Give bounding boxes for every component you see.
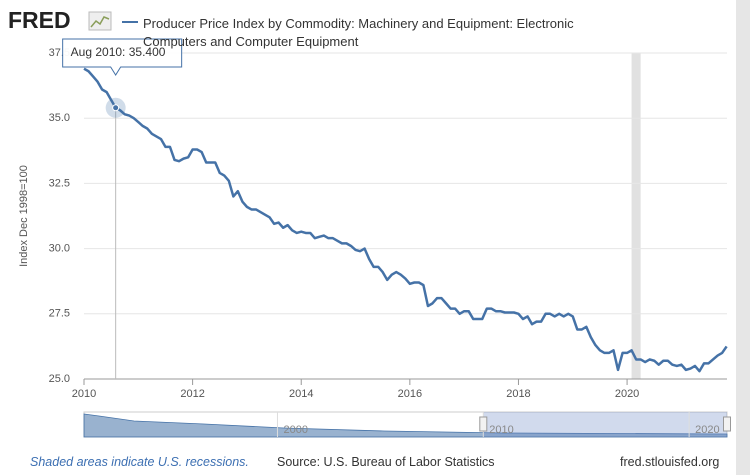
series-line [83, 67, 728, 373]
navigator-tick-label: 2020 [695, 424, 719, 436]
navigator-tick-label: 2000 [283, 424, 307, 436]
logo: FRED [8, 7, 71, 33]
navigator-selection [483, 412, 727, 437]
tooltip-box [62, 38, 183, 76]
y-tick-label: 25.0 [49, 373, 70, 385]
y-tick-label: 27.5 [49, 308, 70, 320]
x-tick-label: 2012 [180, 388, 204, 400]
y-tick-label: 35.0 [49, 112, 70, 124]
x-tick-label: 2014 [289, 388, 313, 400]
recession-band [631, 53, 641, 379]
y-tick-label: 30.0 [49, 243, 70, 255]
side-strip [736, 0, 750, 475]
site: fred.stlouisfed.org [620, 455, 720, 469]
source: Source: U.S. Bureau of Labor Statistics [277, 455, 495, 469]
x-tick-label: 2010 [72, 388, 96, 400]
x-tick-label: 2020 [615, 388, 639, 400]
navigator-tick-label: 2010 [489, 424, 513, 436]
recession-note: Shaded areas indicate U.S. recessions. [30, 455, 249, 469]
x-tick-label: 2016 [398, 388, 422, 400]
tooltip-date: Aug 2010 [71, 45, 123, 59]
separator: : [122, 45, 129, 59]
hover-point [112, 104, 120, 112]
tooltip-text: Aug 2010: 35.400 [71, 45, 166, 59]
plot-background [84, 53, 727, 379]
navigator-handle [723, 416, 731, 432]
navigator-area [83, 413, 728, 438]
y-axis-label: Index Dec 1998=100 [18, 165, 30, 267]
y-tick-label: 32.5 [49, 177, 70, 189]
navigator-handle [479, 416, 488, 432]
legend-entry: Producer Price Index by Commodity: Machi… [143, 16, 574, 49]
tooltip-value: 35.400 [129, 45, 166, 59]
x-tick-label: 2018 [506, 388, 530, 400]
logo-icon [88, 11, 112, 31]
